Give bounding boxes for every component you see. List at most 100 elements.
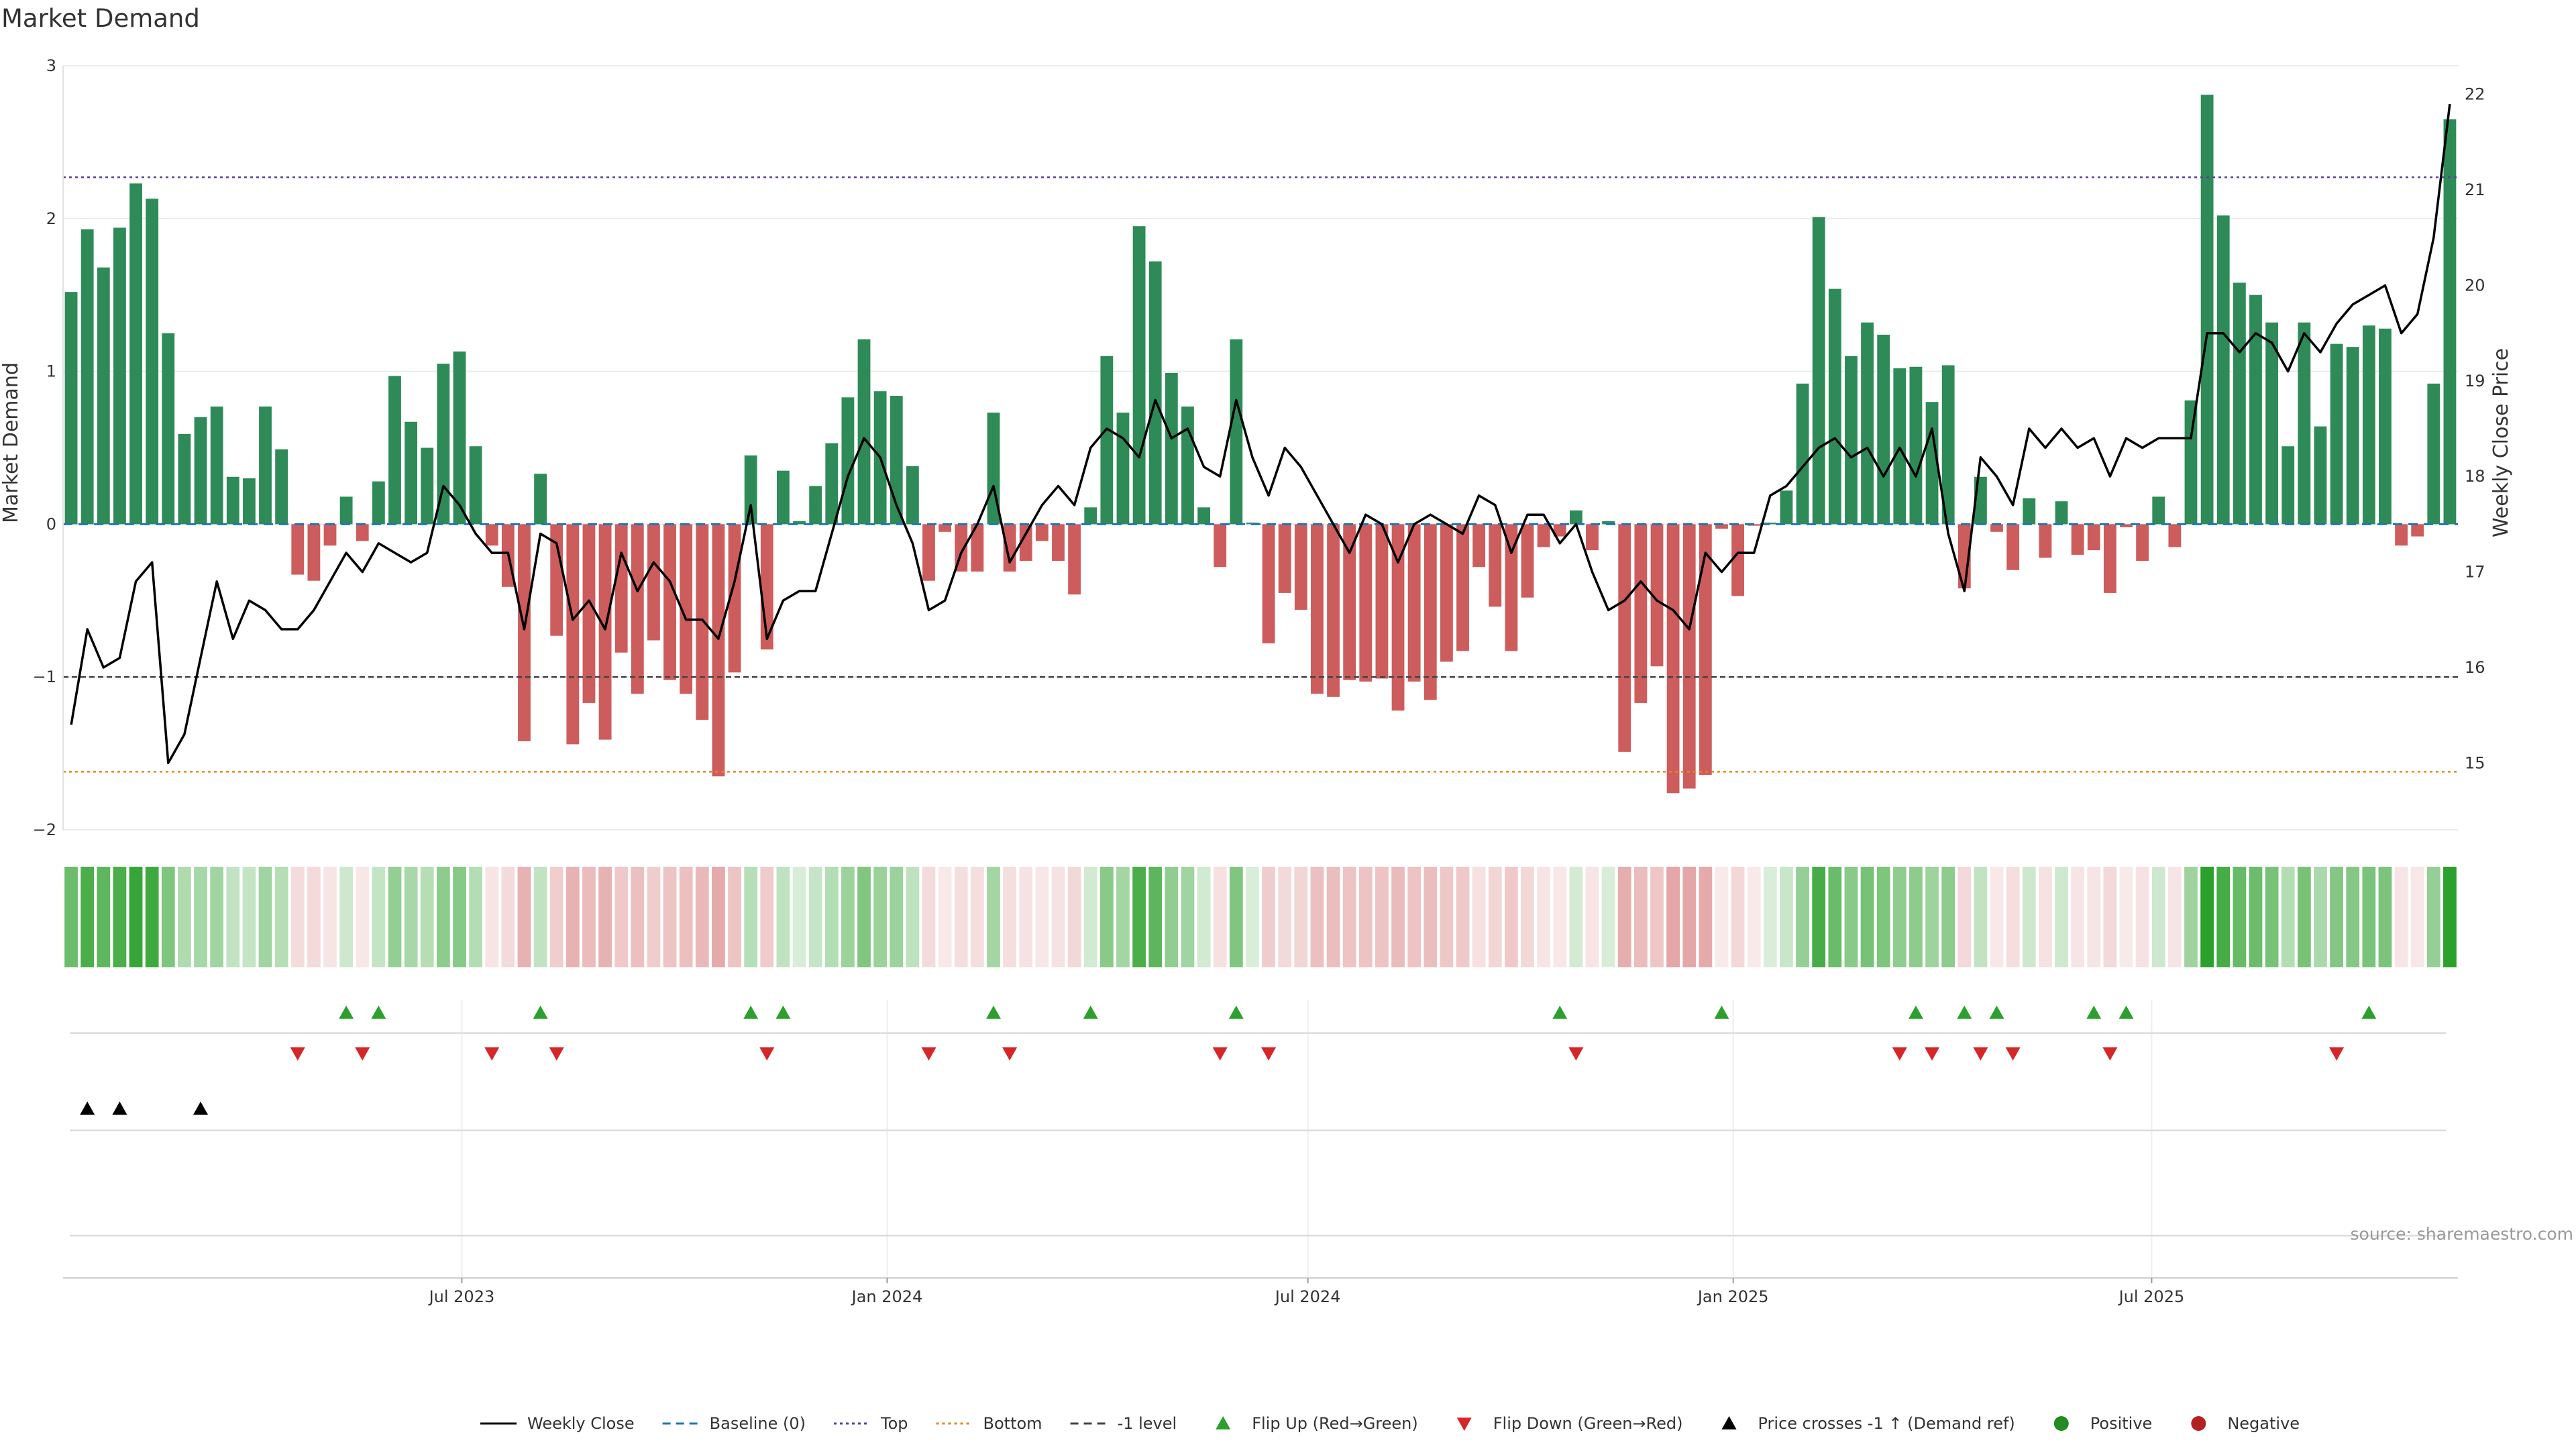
strip-cell	[970, 867, 984, 967]
y-axis-label-right: Weekly Close Price	[2489, 348, 2513, 537]
legend-item: Top	[834, 1414, 908, 1433]
strip-cell	[1294, 867, 1308, 967]
strip-cell	[307, 867, 321, 967]
strip-cell	[1925, 867, 1939, 967]
strip-cell	[873, 867, 888, 967]
demand-bar	[1214, 524, 1227, 568]
demand-bar	[2087, 524, 2100, 551]
flip-down-marker	[1212, 1047, 1228, 1061]
flip-down-marker	[1892, 1047, 1907, 1061]
strip-cell	[792, 867, 806, 967]
demand-bar	[2265, 322, 2279, 525]
demand-bar	[1424, 524, 1437, 700]
flip-down-marker	[759, 1047, 775, 1061]
strip-cell	[1262, 867, 1275, 967]
demand-bar	[550, 524, 564, 636]
flip-up-marker	[1714, 1006, 1729, 1019]
demand-bar	[1359, 524, 1373, 682]
strip-cell	[501, 867, 515, 967]
demand-bar	[339, 496, 353, 525]
strip-cell	[1472, 867, 1486, 967]
demand-bar	[2136, 524, 2149, 561]
demand-bar	[1990, 524, 2003, 532]
legend-item: Flip Up (Red→Green)	[1216, 1414, 1418, 1433]
demand-bar	[1391, 524, 1405, 711]
demand-bar	[1343, 524, 1356, 680]
demand-bar	[1311, 524, 1324, 694]
flip-up-marker	[775, 1006, 791, 1019]
strip-cell	[712, 867, 725, 967]
strip-cell	[161, 867, 175, 967]
demand-bar	[647, 524, 660, 641]
strip-cell	[744, 867, 758, 967]
demand-bar	[2006, 524, 2020, 570]
strip-cell	[113, 867, 127, 967]
flip-down-marker	[1568, 1047, 1584, 1061]
strip-cell	[178, 867, 191, 967]
legend-item: Flip Down (Green→Red)	[1456, 1414, 1683, 1433]
y-tick-label-right: 15	[2465, 753, 2485, 772]
demand-bar	[1569, 510, 1582, 525]
demand-bar	[1052, 524, 1065, 561]
strip-cell	[2167, 867, 2182, 967]
demand-bar	[1019, 524, 1032, 561]
legend-item: Positive	[2053, 1414, 2152, 1433]
demand-bar	[1650, 524, 1664, 667]
strip-cell	[1715, 867, 1729, 967]
demand-bar	[1294, 524, 1307, 610]
strip-cell	[1456, 867, 1470, 967]
demand-bar	[2233, 282, 2246, 525]
legend-swatch	[1721, 1416, 1737, 1430]
demand-bar	[518, 524, 531, 741]
legend-label: Flip Down (Green→Red)	[1493, 1414, 1683, 1433]
strip-cell	[647, 867, 661, 967]
strip-cell	[97, 867, 111, 967]
demand-bar	[2023, 498, 2036, 525]
strip-cell	[857, 867, 871, 967]
strip-cell	[938, 867, 952, 967]
demand-bar	[1909, 366, 1923, 525]
flip-down-marker	[2102, 1047, 2118, 1061]
demand-bar	[1618, 524, 1631, 752]
demand-bar	[1715, 524, 1728, 529]
strip-cell	[436, 867, 450, 967]
strip-cell	[485, 867, 499, 967]
legend-item: Price crosses -1 ↑ (Demand ref)	[1721, 1414, 2015, 1433]
demand-bar	[1828, 288, 1841, 525]
demand-bar	[1327, 524, 1340, 697]
demand-bar	[582, 524, 596, 703]
flip-up-marker	[985, 1006, 1001, 1019]
demand-heat-strip	[64, 867, 2457, 967]
strip-cell	[1957, 867, 1972, 967]
demand-bar	[1262, 524, 1275, 644]
demand-bar	[2039, 524, 2052, 558]
legend-item: Negative	[2191, 1414, 2300, 1433]
demand-bar	[226, 476, 239, 525]
legend-swatch	[2053, 1416, 2069, 1431]
demand-bar	[566, 524, 580, 745]
demand-bar	[307, 524, 321, 581]
demand-bar	[1941, 365, 1955, 525]
strip-cell	[566, 867, 580, 967]
demand-bar	[2071, 524, 2084, 555]
demand-bar	[453, 351, 466, 525]
strip-cell	[2233, 867, 2247, 967]
strip-cell	[1909, 867, 1923, 967]
legend-item: -1 level	[1070, 1414, 1177, 1433]
strip-cell	[1553, 867, 1567, 967]
demand-bar	[1407, 524, 1421, 682]
strip-cell	[80, 867, 95, 967]
strip-cell	[1796, 867, 1809, 967]
strip-cell	[1747, 867, 1761, 967]
strip-cell	[679, 867, 693, 967]
demand-bar	[2443, 119, 2457, 525]
demand-bar	[2249, 294, 2262, 525]
strip-cell	[2006, 867, 2020, 967]
demand-bar	[485, 524, 498, 546]
demand-bar	[1796, 383, 1809, 525]
strip-cell	[1342, 867, 1356, 967]
strip-cell	[1424, 867, 1438, 967]
flip-up-marker	[1908, 1006, 1923, 1019]
y-tick-label-right: 17	[2465, 563, 2485, 582]
strip-cell	[1617, 867, 1631, 967]
